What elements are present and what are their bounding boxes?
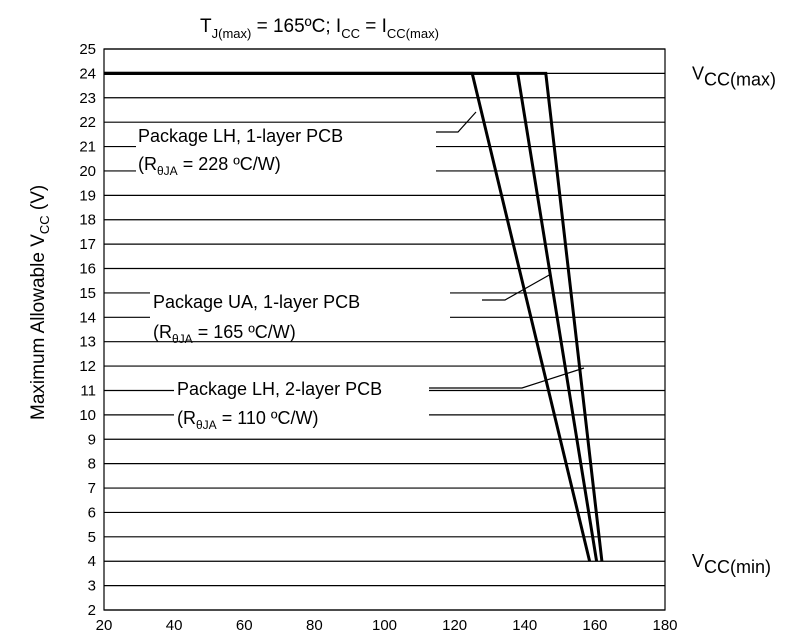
y-tick-label: 13 (79, 334, 96, 351)
y-tick-label: 8 (88, 456, 96, 473)
y-tick-label: 25 (79, 41, 96, 58)
y-tick-label: 5 (88, 529, 96, 546)
x-tick-label: 20 (96, 617, 113, 631)
y-tick-label: 23 (79, 90, 96, 107)
series-label-3: Package LH, 2-layer PCB (177, 379, 382, 399)
series-label-2: Package UA, 1-layer PCB (153, 292, 360, 312)
y-tick-label: 6 (88, 504, 96, 521)
y-tick-label: 4 (88, 553, 96, 570)
x-tick-label: 80 (306, 617, 323, 631)
x-tick-labels: 20 40 60 80 100 120 140 160 180 (96, 617, 678, 631)
y-tick-label: 10 (79, 407, 96, 424)
series-rtheta-2: (RθJA = 165 ºC/W) (153, 322, 296, 346)
label-background (150, 286, 450, 340)
y-tick-label: 14 (79, 309, 96, 326)
x-tick-label: 40 (166, 617, 183, 631)
x-tick-label: 180 (652, 617, 677, 631)
y-tick-label: 17 (79, 236, 96, 253)
y-tick-label: 22 (79, 114, 96, 131)
plot-frame (103, 48, 666, 611)
series-rtheta-1: (RθJA = 228 ºC/W) (138, 154, 281, 178)
leader-line (482, 273, 552, 301)
leader-line (436, 111, 477, 133)
series-lines (104, 71, 604, 562)
y-tick-label: 24 (79, 65, 96, 82)
series-label-1: Package LH, 1-layer PCB (138, 126, 343, 146)
y-tick-label: 19 (79, 187, 96, 204)
x-tick-label: 120 (442, 617, 467, 631)
x-tick-label: 160 (582, 617, 607, 631)
y-tick-label: 11 (80, 382, 96, 399)
side-labels: VCC(max) VCC(min) (692, 63, 776, 577)
series-labels: Package LH, 1-layer PCB (RθJA = 228 ºC/W)… (138, 126, 382, 432)
chart-title: TJ(max) = 165ºC; ICC = ICC(max) (200, 16, 439, 41)
series-rtheta-3: (RθJA = 110 ºC/W) (177, 408, 318, 432)
y-tick-label: 3 (88, 578, 96, 595)
label-backgrounds (136, 132, 450, 430)
y-tick-label: 18 (79, 212, 96, 229)
leader-line (429, 367, 585, 389)
y-tick-label: 7 (88, 480, 96, 497)
y-tick-label: 15 (79, 285, 96, 302)
y-tick-label: 21 (79, 139, 96, 156)
y-tick-label: 2 (88, 602, 96, 619)
label-background (136, 132, 436, 172)
series-line-3 (104, 71, 604, 562)
y-tick-label: 20 (79, 163, 96, 180)
y-axis-label: Maximum Allowable VCC (V) (28, 185, 52, 420)
vcc-min-label: VCC(min) (692, 551, 771, 577)
y-tick-label: 9 (88, 431, 96, 448)
x-tick-label: 140 (512, 617, 537, 631)
label-background (174, 369, 429, 430)
vcc-max-label: VCC(max) (692, 63, 776, 89)
y-tick-label: 16 (79, 261, 96, 278)
x-tick-label: 60 (236, 617, 253, 631)
leader-lines (429, 111, 585, 389)
x-tick-label: 100 (372, 617, 397, 631)
y-tick-label: 12 (79, 358, 96, 375)
